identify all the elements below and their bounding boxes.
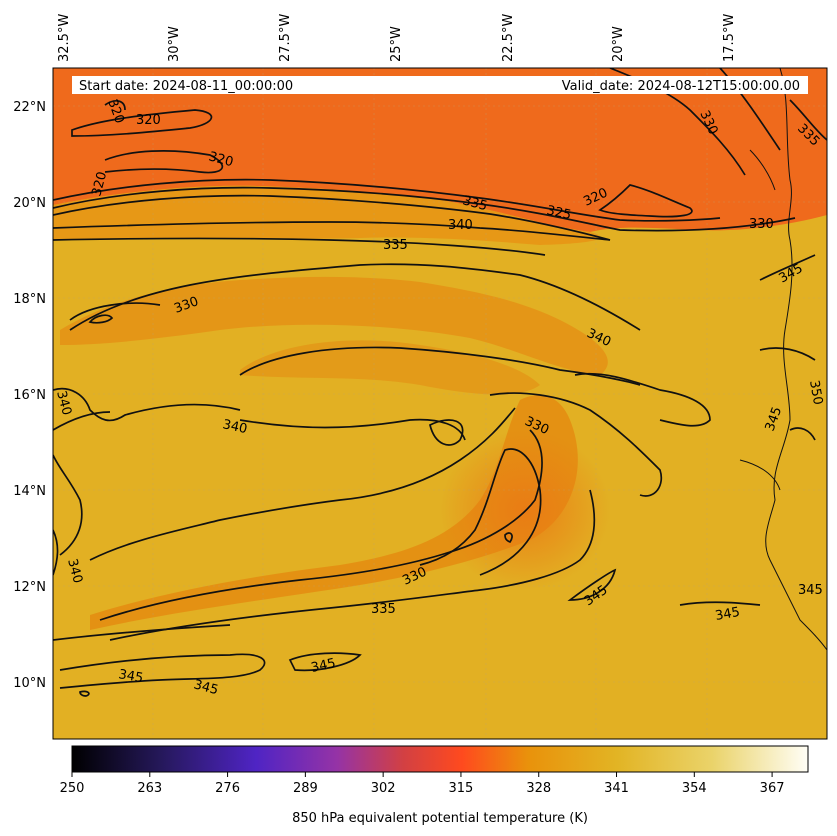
contour-label: 340: [448, 218, 473, 233]
contour-label: 335: [371, 602, 396, 617]
latitude-ticks: 22°N 20°N 18°N 16°N 14°N 12°N 10°N: [13, 100, 46, 691]
contour-label: 340: [53, 389, 74, 417]
lat-tick-label: 22°N: [13, 100, 46, 115]
colorbar-gradient: [71, 745, 809, 773]
lat-tick-label: 20°N: [13, 196, 46, 211]
map-frame: [52, 67, 828, 740]
date-info-box: [72, 76, 808, 94]
contour-label: 345: [310, 656, 337, 676]
contour-label: 320: [207, 149, 235, 170]
contour-label: 345: [117, 667, 144, 686]
orange-band-18n: [60, 276, 608, 375]
contour-label: 340: [221, 417, 248, 437]
colorbar-tick-label: 302: [371, 781, 396, 796]
colorbar-tick-label: 367: [760, 781, 785, 796]
contour-lines: [53, 68, 827, 697]
colorbar: 250 263 276 289 302 315 328 341 354 367 850 hPa e…: [60, 745, 809, 826]
contour-label: 335: [461, 193, 489, 214]
colorbar-tick-label: 289: [293, 781, 318, 796]
contour-label: 345: [192, 677, 220, 698]
colorbar-tick-label: 341: [604, 781, 629, 796]
lat-tick-label: 12°N: [13, 580, 46, 595]
lon-tick-label: 27.5°W: [278, 14, 293, 62]
map-plot-area: [53, 68, 827, 739]
lat-tick-label: 18°N: [13, 292, 46, 307]
lat-tick-label: 10°N: [13, 676, 46, 691]
lon-tick-label: 32.5°W: [57, 14, 72, 62]
colorbar-tick-label: 276: [215, 781, 240, 796]
lon-tick-label: 22.5°W: [501, 14, 516, 62]
contour-label: 335: [383, 238, 408, 253]
contour-label: 330: [749, 217, 774, 232]
colorbar-tick-label: 328: [526, 781, 551, 796]
lat-tick-label: 14°N: [13, 484, 46, 499]
contour-label: 320: [136, 113, 161, 128]
north-transition-band: [53, 185, 601, 245]
colorbar-tick-label: 250: [60, 781, 85, 796]
contour-label: 320: [89, 170, 110, 198]
warm-core-shading: [440, 430, 610, 590]
longitude-ticks: 32.5°W 30°W 27.5°W 25°W 22.5°W 20°W 17.5…: [57, 14, 737, 62]
contour-label: 345: [798, 583, 823, 598]
lon-tick-label: 17.5°W: [722, 14, 737, 62]
contour-label: 345: [714, 605, 741, 624]
colorbar-tick-label: 263: [137, 781, 162, 796]
coastline: [739, 68, 827, 651]
lon-tick-label: 25°W: [389, 26, 404, 62]
contour-label: 325: [545, 203, 572, 223]
colorbar-ticks: 250 263 276 289 302 315 328 341 354 367: [60, 772, 785, 796]
lat-tick-label: 16°N: [13, 388, 46, 403]
contour-label: 350: [806, 379, 825, 406]
contour-label: 340: [64, 557, 85, 585]
lon-tick-label: 20°W: [611, 26, 626, 62]
north-cool-region: [53, 68, 827, 232]
colorbar-tick-label: 354: [682, 781, 707, 796]
colorbar-tick-label: 315: [449, 781, 474, 796]
lon-tick-label: 30°W: [167, 26, 182, 62]
colorbar-label: 850 hPa equivalent potential temperature…: [292, 811, 588, 826]
start-date-label: Start date: 2024-08-11_00:00:00: [79, 79, 293, 94]
valid-date-label: Valid_date: 2024-08-12T15:00:00.00: [562, 79, 800, 94]
